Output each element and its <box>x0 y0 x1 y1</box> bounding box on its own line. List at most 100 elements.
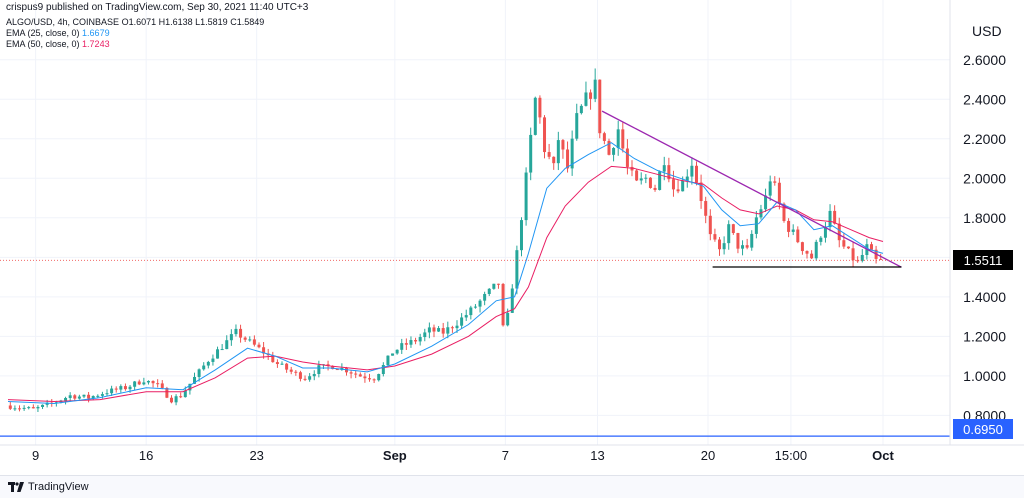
tradingview-brand[interactable]: TradingView <box>8 481 89 493</box>
candle-body <box>704 201 708 216</box>
time-axis[interactable]: 9 16 23 Sep 7 13 20 15:00 Oct <box>32 448 894 463</box>
candle-body <box>492 283 496 289</box>
candle-body <box>114 388 118 390</box>
symbol-legend-row[interactable]: ALGO/USD, 4h, COINBASE O1.6071 H1.6138 L… <box>6 17 264 28</box>
candle-body <box>607 140 611 155</box>
candle-body <box>8 405 12 409</box>
candle-body <box>570 138 574 169</box>
candle-body <box>377 374 381 381</box>
candle-body <box>764 195 768 210</box>
candle-body <box>662 165 666 172</box>
candle-body <box>437 328 441 332</box>
candle-body <box>409 340 413 345</box>
candle-body <box>460 317 464 326</box>
candle-body <box>529 134 533 173</box>
candle-body <box>722 243 726 250</box>
candle-body <box>105 393 109 395</box>
candle-body <box>575 113 579 139</box>
ema25-line <box>7 142 884 405</box>
candle-body <box>745 245 749 248</box>
candle-body <box>229 334 233 341</box>
candle-body <box>727 224 731 244</box>
candle-body <box>519 220 523 251</box>
support-price-tag: 1.5511 <box>953 250 1013 270</box>
candle-body <box>298 372 302 379</box>
candle-body <box>18 408 22 410</box>
low-value: L1.5819 <box>195 17 228 27</box>
candle-body <box>694 165 698 183</box>
candle-body <box>262 347 266 354</box>
candle-body <box>386 355 390 366</box>
level-price-label: 0.6950 <box>963 422 1003 437</box>
support-price-label: 1.5511 <box>964 253 1003 268</box>
candle-body <box>119 386 123 390</box>
candle-body <box>741 245 745 249</box>
candle-body <box>248 339 252 341</box>
candle-body <box>110 388 114 394</box>
candle-body <box>455 325 459 329</box>
descending-trendline[interactable] <box>601 110 902 268</box>
candle-body <box>358 374 362 377</box>
candle-body <box>193 376 197 384</box>
candle-body <box>648 177 652 188</box>
candle-body <box>515 250 519 289</box>
candle-body <box>183 390 187 398</box>
chart-legend: ALGO/USD, 4h, COINBASE O1.6071 H1.6138 L… <box>6 17 264 50</box>
candle-body <box>391 353 395 356</box>
candle-body <box>354 373 358 375</box>
ema50-legend-row[interactable]: EMA (50, close, 0) 1.7243 <box>6 39 264 50</box>
candle-body <box>179 396 183 398</box>
candle-body <box>36 406 40 409</box>
candle-body <box>856 260 860 262</box>
candle-body <box>718 239 722 250</box>
candle-body <box>501 283 505 326</box>
candle-body <box>506 312 510 326</box>
candle-body <box>257 344 261 348</box>
publisher-text: crispus9 published on TradingView.com, S… <box>6 2 309 13</box>
candle-body <box>450 327 454 329</box>
candle-body <box>68 395 72 398</box>
x-tick-label: Sep <box>383 448 407 463</box>
price-chart[interactable]: USD 0.80001.00001.20001.40001.60001.8000… <box>0 0 1024 475</box>
candle-body <box>331 365 335 370</box>
y-tick-label: 2.6000 <box>963 52 1006 68</box>
candle-body <box>543 117 547 153</box>
x-tick-label: 13 <box>590 448 604 463</box>
price-axis[interactable]: 0.80001.00001.20001.40001.60001.80002.00… <box>963 52 1006 424</box>
candle-body <box>754 217 758 234</box>
ema50-value: 1.7243 <box>82 39 110 49</box>
candle-body <box>828 210 832 228</box>
candle-body <box>395 349 399 354</box>
candle-body <box>27 407 31 409</box>
candle-body <box>372 379 376 381</box>
candle-body <box>768 181 772 196</box>
candle-body <box>100 394 104 396</box>
candle-body <box>165 387 169 398</box>
candle-body <box>335 369 339 371</box>
candle-body <box>156 383 160 385</box>
candle-body <box>487 288 491 294</box>
candle-body <box>275 362 279 365</box>
candle-body <box>810 253 814 259</box>
candle-body <box>151 380 155 384</box>
candle-body <box>280 363 284 365</box>
candle-body <box>869 244 873 250</box>
candle-body <box>22 407 26 409</box>
candle-body <box>699 182 703 202</box>
candle-body <box>796 229 800 243</box>
candle-body <box>616 129 620 149</box>
candle-body <box>846 246 850 249</box>
candle-body <box>404 343 408 345</box>
candle-body <box>823 227 827 238</box>
candle-body <box>837 223 841 241</box>
candle-body <box>556 140 560 164</box>
candle-body <box>418 337 422 342</box>
candle-body <box>432 327 436 332</box>
y-tick-label: 1.2000 <box>963 328 1006 344</box>
candle-body <box>671 179 675 190</box>
ema25-legend-row[interactable]: EMA (25, close, 0) 1.6679 <box>6 28 264 39</box>
candle-body <box>82 394 86 397</box>
candle-body <box>368 378 372 380</box>
candle-body <box>13 408 17 410</box>
candle-body <box>128 386 132 390</box>
